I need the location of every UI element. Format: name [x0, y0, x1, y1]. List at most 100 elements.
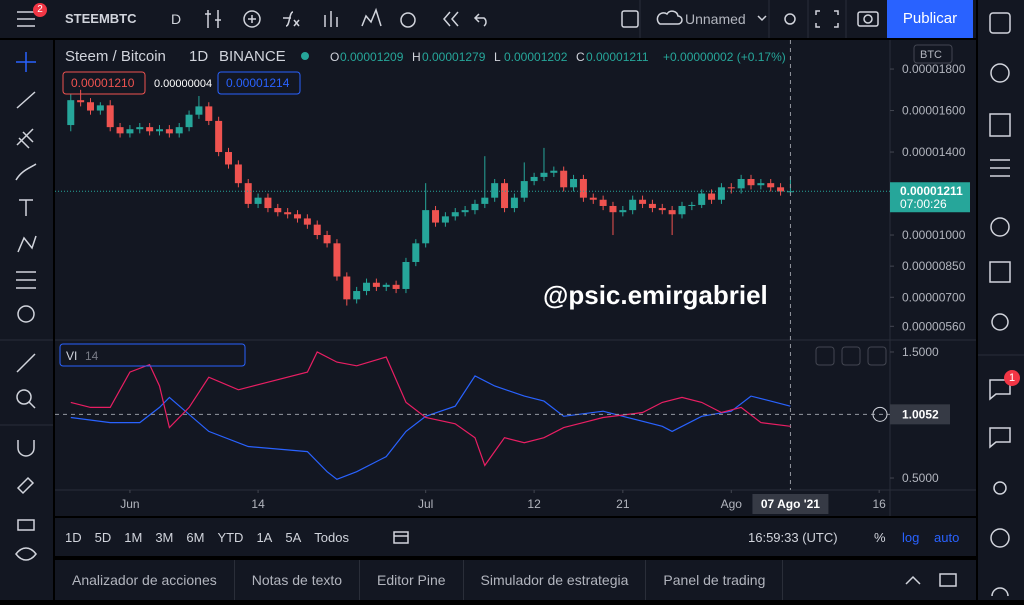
candle-body: [737, 179, 745, 189]
candle-body: [599, 199, 607, 206]
candle-body: [481, 197, 489, 204]
candle-body: [294, 214, 302, 219]
candle-body: [333, 243, 341, 277]
candle-body: [392, 284, 400, 289]
x-tick-label: 14: [251, 497, 265, 511]
vi-line: [70, 351, 791, 467]
candle-body: [777, 187, 785, 192]
candle-body: [234, 164, 242, 184]
range-button[interactable]: 5D: [94, 530, 112, 545]
layout-name[interactable]: Unnamed: [685, 11, 746, 27]
range-button[interactable]: YTD: [217, 530, 244, 545]
candle-body: [570, 179, 578, 188]
candle-body: [274, 208, 282, 213]
symbol[interactable]: STEEMBTC: [65, 11, 137, 26]
crosshair-y-box: [890, 404, 950, 425]
candle-body: [313, 224, 321, 236]
tabs: Analizador de acciones Notas de texto Edit…: [55, 560, 784, 600]
pane-button: [867, 346, 887, 366]
candle-body: [678, 205, 686, 215]
candle-body: [520, 181, 528, 198]
candle-body: [205, 106, 213, 121]
range-button[interactable]: Todos: [314, 530, 349, 545]
candle-body: [165, 129, 173, 134]
candle-body: [353, 291, 361, 300]
tab[interactable]: Simulador de estrategia: [464, 560, 647, 600]
range-button[interactable]: 1D: [65, 530, 82, 545]
ohlc-value: 0.00001209: [340, 50, 404, 64]
candle-body: [639, 199, 647, 204]
clock: 16:59:33 (UTC): [748, 530, 838, 545]
candle-body: [560, 170, 568, 188]
candle-body: [116, 127, 124, 134]
candle-body: [629, 199, 637, 211]
x-tick-label: Ago: [721, 497, 743, 511]
candle-body: [619, 210, 627, 213]
candle-body: [717, 187, 725, 200]
buy-price: 0.00001214: [226, 76, 290, 90]
candle-body: [579, 179, 587, 198]
right-toolbar: 1: [978, 0, 1024, 600]
candle-body: [96, 105, 104, 111]
left-icons: [0, 52, 53, 561]
spread: 0.00000004: [154, 78, 212, 90]
log-toggle[interactable]: log: [902, 530, 920, 545]
candle-body: [540, 172, 548, 177]
range-button[interactable]: 3M: [155, 530, 174, 545]
vi-line: [70, 375, 791, 480]
legend: Steem / Bitcoin 1D BINANCE O 0.00001209 H 0.00…: [59, 44, 953, 367]
y-tick-label: 0.5000: [902, 471, 939, 485]
candle-body: [451, 212, 459, 217]
candle-body: [175, 127, 183, 134]
candle-body: [747, 179, 755, 186]
notification-badge: 1: [1004, 370, 1020, 386]
candle-body: [757, 183, 765, 186]
auto-toggle[interactable]: auto: [934, 530, 960, 545]
ohlc-value: 0.00001279: [422, 50, 486, 64]
add-button: [872, 406, 888, 422]
candle-body: [106, 105, 114, 128]
range-button[interactable]: 5A: [285, 530, 302, 545]
ohlc-label: L: [494, 50, 501, 64]
publish-button[interactable]: Publicar: [887, 0, 973, 38]
ohlc-value: 0.00001202: [504, 50, 568, 64]
candle-body: [225, 152, 233, 165]
candle-body: [668, 210, 676, 215]
interval[interactable]: D: [171, 11, 182, 27]
tab[interactable]: Notas de texto: [235, 560, 361, 600]
crosshair-y-label: 1.0052: [902, 407, 939, 421]
top-icons: [17, 0, 879, 38]
range-button[interactable]: 6M: [186, 530, 205, 545]
candle-body: [432, 210, 440, 223]
watermark: @psic.emirgabriel: [543, 280, 768, 310]
candle-body: [471, 203, 479, 211]
range-button[interactable]: 1A: [256, 530, 273, 545]
y-tick-label: 0.00000700: [902, 290, 966, 304]
candle-body: [658, 208, 666, 211]
tab[interactable]: Panel de trading: [646, 560, 784, 600]
last-price-box: [890, 182, 970, 213]
ohlc-label: H: [412, 50, 421, 64]
percent-toggle[interactable]: %: [874, 530, 886, 545]
candle-body: [86, 102, 94, 111]
left-toolbar: [0, 40, 53, 600]
ohlc-label: O: [330, 50, 339, 64]
range-button[interactable]: 1M: [124, 530, 143, 545]
right-icons: [978, 12, 1024, 597]
panel-icons: [905, 573, 957, 587]
candle-body: [363, 282, 371, 292]
tab[interactable]: Analizador de acciones: [55, 560, 235, 600]
candle-body: [77, 100, 85, 103]
candle-body: [67, 100, 75, 126]
candle-body: [510, 197, 518, 209]
x-tick-label: Jun: [120, 497, 139, 511]
pane-button: [815, 346, 835, 366]
y-tick-label: 1.5000: [902, 345, 939, 359]
y-tick-label: 0.00001000: [902, 228, 966, 242]
candle-body: [155, 129, 163, 132]
candle-body: [195, 106, 203, 115]
tab-bar: Analizador de acciones Notas de texto Edit…: [55, 560, 976, 600]
candle-body: [215, 120, 223, 153]
legend-exchange: BINANCE: [219, 48, 286, 65]
tab[interactable]: Editor Pine: [360, 560, 464, 600]
